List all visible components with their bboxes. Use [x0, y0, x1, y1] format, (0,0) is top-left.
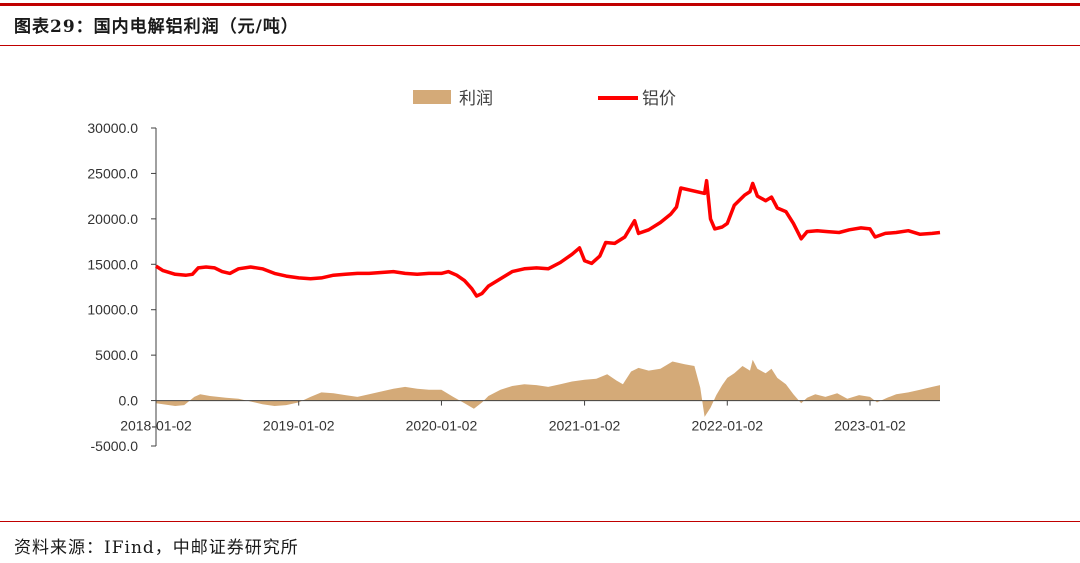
price-line-series: [155, 178, 941, 298]
legend-label-profit: 利润: [459, 89, 493, 109]
y-tick-label: 5000.0: [95, 347, 138, 363]
legend-label-price: 铝价: [642, 89, 676, 109]
legend: 利润 铝价: [413, 89, 676, 109]
y-tick-label: -5000.0: [91, 438, 139, 454]
y-tick-label: 0.0: [119, 393, 139, 409]
x-tick-label: 2019-01-02: [263, 418, 335, 434]
bottom-rule: [0, 521, 1080, 522]
profit-area-series: [156, 359, 940, 417]
x-tick-label: 2021-01-02: [549, 418, 621, 434]
title-rule: [0, 45, 1080, 46]
y-tick-label: 30000.0: [87, 120, 138, 136]
y-tick-label: 25000.0: [87, 165, 138, 181]
plot-area: 30000.0 25000.0 20000.0 15000.0 10000.0 5000.…: [87, 120, 941, 454]
x-tick-label: 2018-01-02: [120, 418, 192, 434]
source-note: 资料来源：IFind，中邮证券研究所: [14, 538, 299, 558]
x-tick-label: 2023-01-02: [834, 418, 906, 434]
chart: 利润 铝价 30000.0 25000.0 20000.0 15000.0 10000.…: [87, 89, 941, 454]
y-tick-label: 15000.0: [87, 256, 138, 272]
x-tick-label: 2022-01-02: [691, 418, 763, 434]
legend-swatch-profit: [413, 90, 451, 104]
top-rule: [0, 3, 1080, 6]
chart-title: 图表29：国内电解铝利润（元/吨）: [14, 17, 299, 37]
x-tick-label: 2020-01-02: [406, 418, 478, 434]
y-tick-label: 10000.0: [87, 302, 138, 318]
y-tick-label: 20000.0: [87, 211, 138, 227]
